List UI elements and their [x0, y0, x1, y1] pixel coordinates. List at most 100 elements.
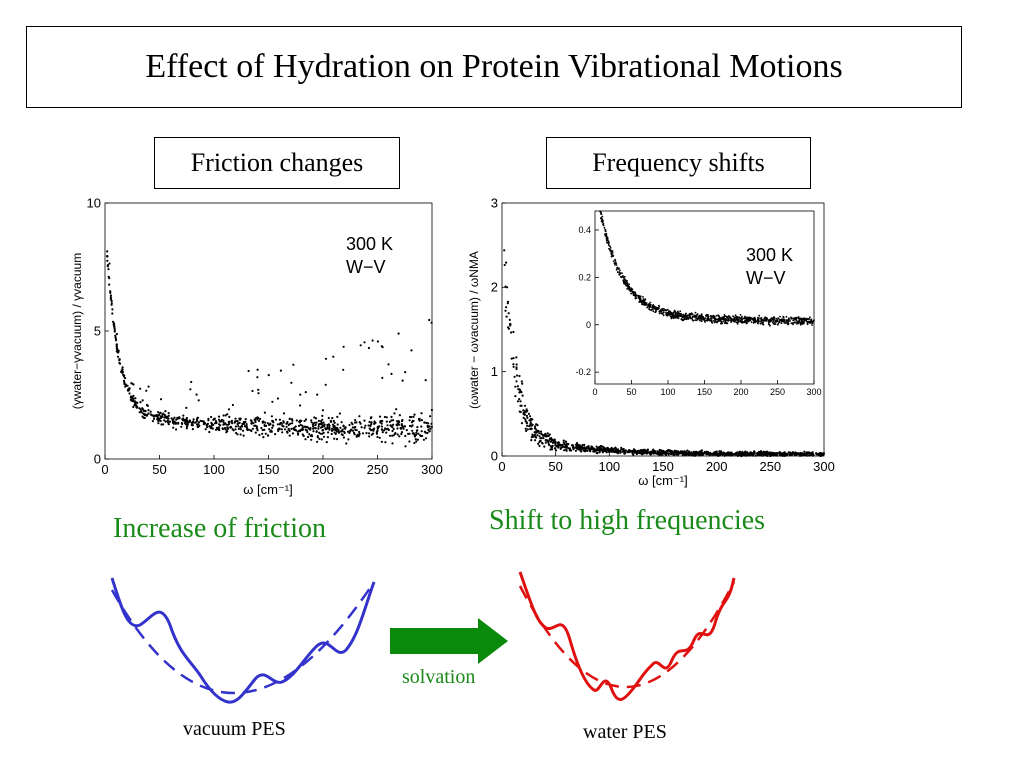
- data-point: [524, 418, 527, 421]
- data-point: [607, 447, 610, 450]
- data-point: [417, 432, 420, 435]
- data-point: [739, 314, 742, 316]
- data-point: [196, 416, 199, 420]
- data-point: [220, 418, 223, 422]
- data-point: [719, 319, 722, 322]
- data-point: [106, 255, 109, 258]
- data-point: [658, 307, 660, 310]
- data-point: [143, 409, 146, 412]
- data-point: [554, 447, 557, 450]
- data-point: [775, 317, 778, 320]
- data-point: [754, 454, 757, 457]
- data-point: [111, 308, 114, 311]
- data-point: [537, 430, 540, 433]
- data-point: [344, 426, 347, 429]
- data-point: [213, 422, 217, 425]
- data-point: [513, 375, 516, 378]
- data-point: [610, 255, 613, 258]
- data-point: [735, 321, 738, 324]
- data-point: [615, 262, 617, 265]
- data-point: [734, 319, 736, 322]
- data-point: [410, 349, 413, 352]
- data-point: [629, 290, 632, 293]
- data-point: [342, 424, 345, 427]
- data-point: [529, 427, 532, 431]
- data-point: [420, 425, 423, 428]
- data-point: [116, 355, 120, 358]
- data-point: [106, 265, 109, 268]
- data-point: [780, 318, 783, 321]
- data-point: [525, 414, 529, 417]
- data-point: [252, 422, 255, 425]
- data-point: [624, 280, 627, 282]
- data-point: [699, 319, 701, 322]
- data-point: [717, 317, 720, 320]
- data-point: [427, 422, 430, 425]
- data-point: [314, 423, 317, 426]
- data-point: [336, 415, 339, 418]
- data-point: [355, 421, 358, 424]
- data-point: [694, 311, 697, 314]
- data-point: [324, 428, 327, 431]
- data-point: [787, 323, 789, 326]
- data-point: [317, 427, 320, 430]
- data-point: [239, 418, 242, 421]
- data-point: [530, 439, 533, 442]
- x-tick-label: 150: [258, 462, 280, 477]
- data-point: [262, 436, 265, 439]
- data-point: [426, 431, 429, 435]
- data-point: [108, 262, 111, 265]
- data-point: [228, 422, 231, 425]
- data-point: [678, 315, 680, 318]
- data-point: [312, 425, 315, 428]
- data-point: [264, 421, 267, 424]
- data-point: [412, 432, 415, 435]
- data-point: [579, 448, 582, 451]
- data-point: [665, 311, 667, 314]
- data-point: [759, 453, 762, 456]
- data-point: [744, 320, 746, 323]
- data-point: [228, 415, 231, 418]
- data-point: [607, 241, 610, 244]
- data-point: [621, 275, 624, 277]
- friction-annotation-temp: 300 K: [346, 234, 393, 254]
- data-point: [615, 264, 618, 266]
- data-point: [718, 452, 722, 456]
- data-point: [371, 432, 375, 435]
- friction-xlabel: ω [cm⁻¹]: [243, 482, 293, 497]
- data-point: [261, 428, 264, 432]
- data-point: [391, 426, 394, 429]
- data-point: [721, 317, 724, 320]
- data-point: [516, 374, 519, 377]
- data-point: [242, 429, 245, 432]
- data-point: [257, 419, 261, 422]
- data-point: [109, 290, 112, 293]
- data-point: [277, 429, 280, 432]
- data-point: [234, 417, 237, 420]
- data-point: [324, 383, 327, 386]
- data-point: [657, 452, 660, 455]
- data-point: [657, 308, 659, 311]
- data-point: [323, 425, 326, 428]
- data-point: [778, 320, 781, 323]
- data-point: [180, 425, 183, 428]
- data-point: [811, 322, 814, 325]
- data-point: [342, 436, 345, 439]
- data-point: [253, 418, 256, 421]
- data-point: [540, 432, 543, 435]
- data-point: [524, 420, 527, 423]
- data-point: [591, 447, 594, 450]
- data-point: [239, 433, 242, 436]
- data-point: [235, 431, 238, 435]
- data-point: [280, 428, 283, 431]
- data-point: [602, 224, 605, 226]
- data-point: [312, 422, 315, 425]
- x-tick-label: 100: [660, 387, 675, 397]
- data-point: [734, 316, 736, 319]
- data-point: [175, 418, 178, 421]
- data-point: [191, 428, 194, 431]
- data-point: [114, 334, 117, 337]
- data-point: [388, 420, 391, 423]
- data-point: [628, 450, 631, 453]
- data-point: [546, 432, 549, 435]
